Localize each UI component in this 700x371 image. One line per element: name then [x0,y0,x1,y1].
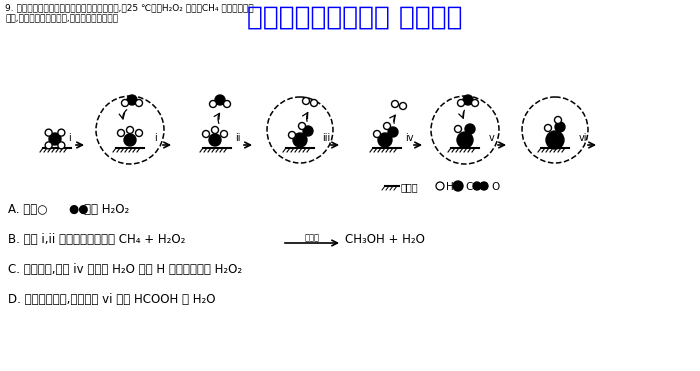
Circle shape [374,131,381,138]
Circle shape [136,99,143,106]
Circle shape [458,99,465,106]
Circle shape [388,127,398,137]
Circle shape [49,133,61,145]
Circle shape [211,127,218,134]
Circle shape [124,134,136,146]
Text: v: v [489,133,495,143]
Text: ii: ii [235,133,241,143]
Circle shape [465,124,475,134]
Circle shape [223,101,230,108]
Circle shape [453,181,463,191]
Circle shape [202,131,209,138]
Circle shape [473,182,481,190]
Circle shape [302,98,309,105]
Circle shape [480,182,488,190]
Circle shape [288,131,295,138]
Circle shape [209,101,216,108]
Circle shape [45,142,52,149]
Circle shape [391,101,398,108]
Text: i: i [68,133,71,143]
Text: 微信公众号小关注： 趋找答案: 微信公众号小关注： 趋找答案 [247,5,463,31]
Text: C. 由图可知,步骤 iv 生成的 H₂O 中的 H 原子全部来自 H₂O₂: C. 由图可知,步骤 iv 生成的 H₂O 中的 H 原子全部来自 H₂O₂ [8,263,242,276]
Circle shape [127,127,134,134]
Circle shape [136,129,143,137]
Circle shape [45,129,52,136]
Text: iv: iv [405,133,414,143]
Text: 弹化剂: 弹化剂 [401,182,419,192]
Circle shape [436,182,444,190]
Circle shape [58,129,65,136]
Text: C: C [465,182,472,192]
Text: O: O [491,182,499,192]
Text: A. 图中○: A. 图中○ [8,203,48,216]
Circle shape [555,122,565,132]
Circle shape [472,99,479,106]
Text: ●●: ●● [68,203,88,216]
Circle shape [545,125,552,131]
Circle shape [209,134,221,146]
Circle shape [118,129,125,137]
Text: 机物,其主要原理如图所示,下列说法不正确的是: 机物,其主要原理如图所示,下列说法不正确的是 [5,14,118,23]
Circle shape [384,122,391,129]
Text: H: H [446,182,454,192]
Circle shape [378,133,392,147]
Text: i: i [154,133,157,143]
Text: iii: iii [322,133,330,143]
Text: B. 步骤 i,ii 的总反应方程式是 CH₄ + H₂O₂: B. 步骤 i,ii 的总反应方程式是 CH₄ + H₂O₂ [8,233,186,246]
Circle shape [457,132,473,148]
Circle shape [293,133,307,147]
Circle shape [298,122,305,129]
Circle shape [311,99,318,106]
Circle shape [303,126,313,136]
Text: 9. 我国科学家研制出以石墨烯为载体的化学家,在25 ℃下用H₂O₂ 直接将CH₄ 转化为含氧有: 9. 我国科学家研制出以石墨烯为载体的化学家,在25 ℃下用H₂O₂ 直接将CH… [5,3,253,12]
Circle shape [122,99,129,106]
Text: 代表 H₂O₂: 代表 H₂O₂ [84,203,130,216]
Circle shape [127,95,137,105]
Text: 催化剂: 催化剂 [304,233,319,242]
Circle shape [220,131,228,138]
Text: CH₃OH + H₂O: CH₃OH + H₂O [345,233,425,246]
Circle shape [554,116,561,124]
Text: vi: vi [579,133,587,143]
Text: D. 根据以上原理,推测步骤 vi 生成 HCOOH 和 H₂O: D. 根据以上原理,推测步骤 vi 生成 HCOOH 和 H₂O [8,293,216,306]
Circle shape [463,95,473,105]
Circle shape [215,95,225,105]
Circle shape [58,142,65,149]
Circle shape [400,102,407,109]
Circle shape [546,131,564,149]
Circle shape [454,125,461,132]
